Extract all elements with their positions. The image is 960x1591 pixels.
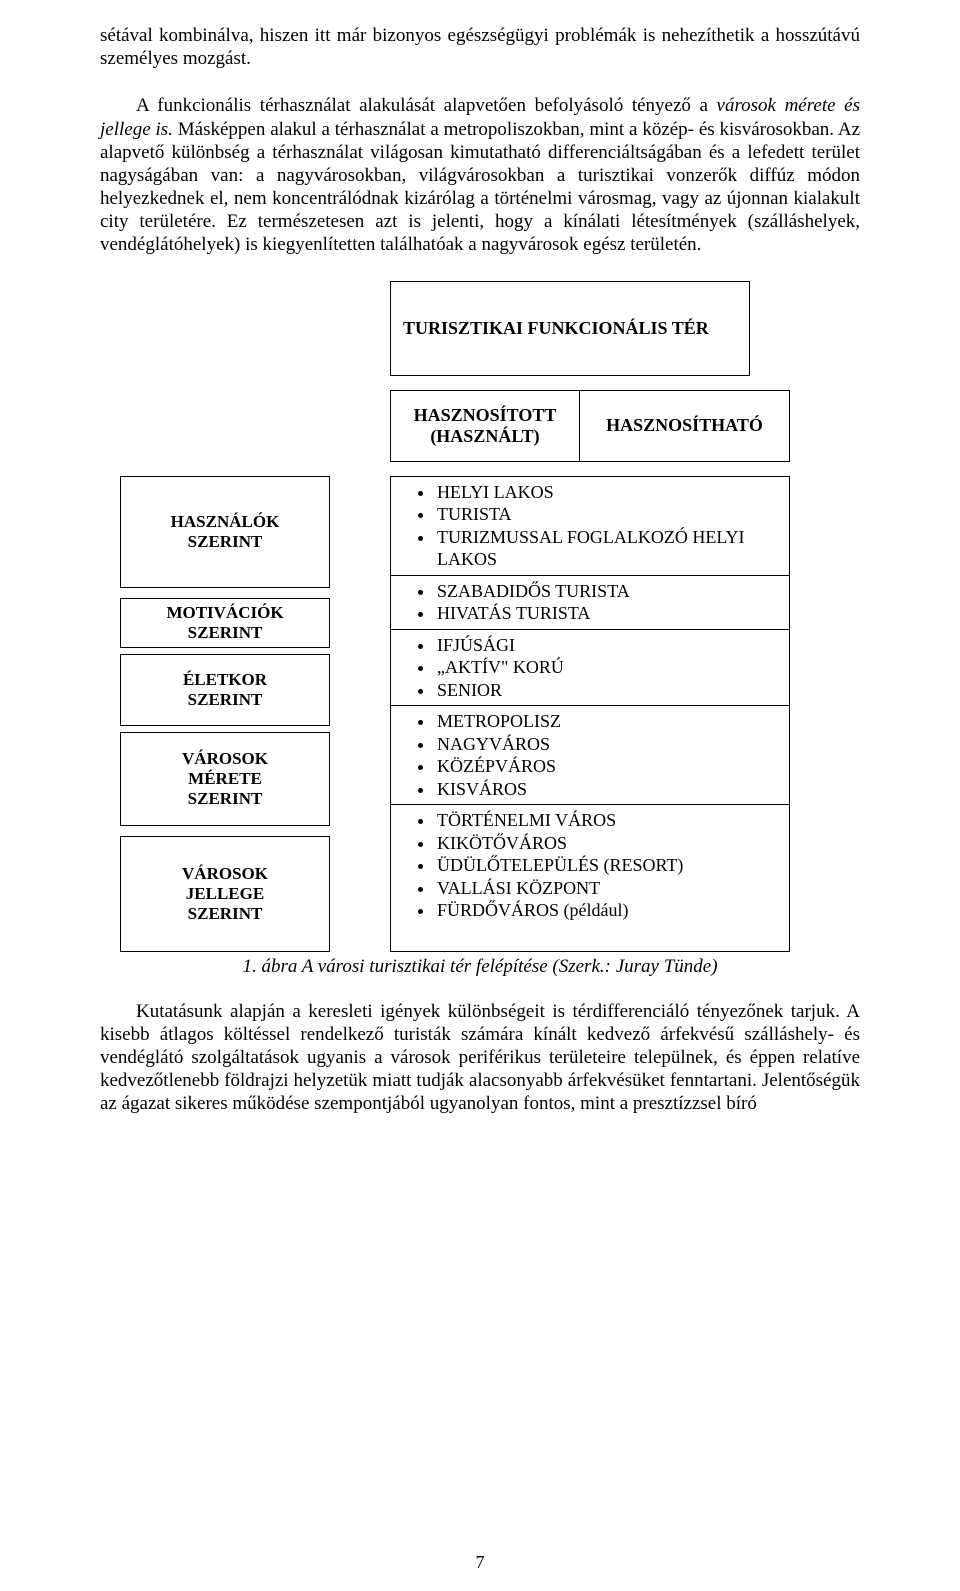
list-item: KISVÁROS xyxy=(435,778,779,801)
right-column: HELYI LAKOS TURISTA TURIZMUSSAL FOGLALKO… xyxy=(390,476,790,952)
list-item: FÜRDŐVÁROS (például) xyxy=(435,899,779,922)
list-item: METROPOLISZ xyxy=(435,710,779,733)
list-item: KIKÖTŐVÁROS xyxy=(435,832,779,855)
left-gap-4 xyxy=(120,826,330,836)
left-cell-4-l2: MÉRETE xyxy=(125,769,325,789)
left-cell-1: HASZNÁLÓK SZERINT xyxy=(120,476,330,588)
right-group-3: IFJÚSÁGI „AKTÍV" KORÚ SENIOR xyxy=(391,629,789,706)
mid-left-line1: HASZNOSÍTOTT xyxy=(401,405,569,426)
list-item: TURIZMUSSAL FOGLALKOZÓ HELYI LAKOS xyxy=(435,526,779,571)
list-item: ÜDÜLŐTELEPÜLÉS (RESORT) xyxy=(435,854,779,877)
left-cell-2-l1: MOTIVÁCIÓK xyxy=(125,603,325,623)
left-cell-5-l1: VÁROSOK xyxy=(125,864,325,884)
paragraph-3-text: Kutatásunk alapján a keresleti igények k… xyxy=(100,1001,860,1115)
paragraph-2-lead: A funkcionális térhasználat alakulását a… xyxy=(136,95,717,116)
bullet-list-1: HELYI LAKOS TURISTA TURIZMUSSAL FOGLALKO… xyxy=(401,481,779,571)
diagram: TURISZTIKAI FUNKCIONÁLIS TÉR HASZNOSÍTOT… xyxy=(100,281,860,978)
list-item: VALLÁSI KÖZPONT xyxy=(435,877,779,900)
mid-right-cell: HASZNOSÍTHATÓ xyxy=(580,390,790,462)
left-cell-4-l1: VÁROSOK xyxy=(125,749,325,769)
left-column: HASZNÁLÓK SZERINT MOTIVÁCIÓK SZERINT ÉLE… xyxy=(120,476,330,952)
list-item: IFJÚSÁGI xyxy=(435,634,779,657)
mid-right-text: HASZNOSÍTHATÓ xyxy=(606,415,763,436)
left-cell-5-l2: JELLEGE xyxy=(125,884,325,904)
diagram-grid: HASZNÁLÓK SZERINT MOTIVÁCIÓK SZERINT ÉLE… xyxy=(100,476,860,952)
mid-left-line2: (HASZNÁLT) xyxy=(401,426,569,447)
left-cell-3-l2: SZERINT xyxy=(125,690,325,710)
list-item: SZABADIDŐS TURISTA xyxy=(435,580,779,603)
figure-caption: 1. ábra A városi turisztikai tér felépít… xyxy=(100,956,860,978)
paragraph-2-rest: Másképpen alakul a térhasználat a metrop… xyxy=(100,119,860,256)
left-cell-1-l2: SZERINT xyxy=(125,532,325,552)
right-group-4: METROPOLISZ NAGYVÁROS KÖZÉPVÁROS KISVÁRO… xyxy=(391,705,789,804)
bullet-list-4: METROPOLISZ NAGYVÁROS KÖZÉPVÁROS KISVÁRO… xyxy=(401,710,779,800)
right-group-5: TÖRTÉNELMI VÁROS KIKÖTŐVÁROS ÜDÜLŐTELEPÜ… xyxy=(391,804,789,926)
left-cell-2: MOTIVÁCIÓK SZERINT xyxy=(120,598,330,648)
diagram-title: TURISZTIKAI FUNKCIONÁLIS TÉR xyxy=(403,318,709,338)
left-cell-1-l1: HASZNÁLÓK xyxy=(125,512,325,532)
page-number: 7 xyxy=(0,1552,960,1573)
list-item: NAGYVÁROS xyxy=(435,733,779,756)
left-cell-2-l2: SZERINT xyxy=(125,623,325,643)
list-item: TÖRTÉNELMI VÁROS xyxy=(435,809,779,832)
left-cell-3: ÉLETKOR SZERINT xyxy=(120,654,330,726)
left-cell-4: VÁROSOK MÉRETE SZERINT xyxy=(120,732,330,826)
left-cell-5: VÁROSOK JELLEGE SZERINT xyxy=(120,836,330,952)
left-cell-5-l3: SZERINT xyxy=(125,904,325,924)
paragraph-1: sétával kombinálva, hiszen itt már bizon… xyxy=(100,24,860,70)
list-item: SENIOR xyxy=(435,679,779,702)
list-item: HIVATÁS TURISTA xyxy=(435,602,779,625)
left-gap-1 xyxy=(120,588,330,598)
right-group-1: HELYI LAKOS TURISTA TURIZMUSSAL FOGLALKO… xyxy=(391,477,789,575)
paragraph-3: Kutatásunk alapján a keresleti igények k… xyxy=(100,1000,860,1116)
paragraph-2: A funkcionális térhasználat alakulását a… xyxy=(100,94,860,256)
right-group-2: SZABADIDŐS TURISTA HIVATÁS TURISTA xyxy=(391,575,789,629)
bullet-list-5: TÖRTÉNELMI VÁROS KIKÖTŐVÁROS ÜDÜLŐTELEPÜ… xyxy=(401,809,779,922)
left-cell-4-l3: SZERINT xyxy=(125,789,325,809)
diagram-mid-row: HASZNOSÍTOTT (HASZNÁLT) HASZNOSÍTHATÓ xyxy=(390,390,860,462)
list-item: HELYI LAKOS xyxy=(435,481,779,504)
bullet-list-3: IFJÚSÁGI „AKTÍV" KORÚ SENIOR xyxy=(401,634,779,702)
list-item: „AKTÍV" KORÚ xyxy=(435,656,779,679)
diagram-title-box: TURISZTIKAI FUNKCIONÁLIS TÉR xyxy=(390,281,750,376)
mid-left-cell: HASZNOSÍTOTT (HASZNÁLT) xyxy=(390,390,580,462)
paragraph-1-text: sétával kombinálva, hiszen itt már bizon… xyxy=(100,25,860,69)
list-item: TURISTA xyxy=(435,503,779,526)
left-cell-3-l1: ÉLETKOR xyxy=(125,670,325,690)
page: sétával kombinálva, hiszen itt már bizon… xyxy=(0,0,960,1591)
list-item: KÖZÉPVÁROS xyxy=(435,755,779,778)
bullet-list-2: SZABADIDŐS TURISTA HIVATÁS TURISTA xyxy=(401,580,779,625)
